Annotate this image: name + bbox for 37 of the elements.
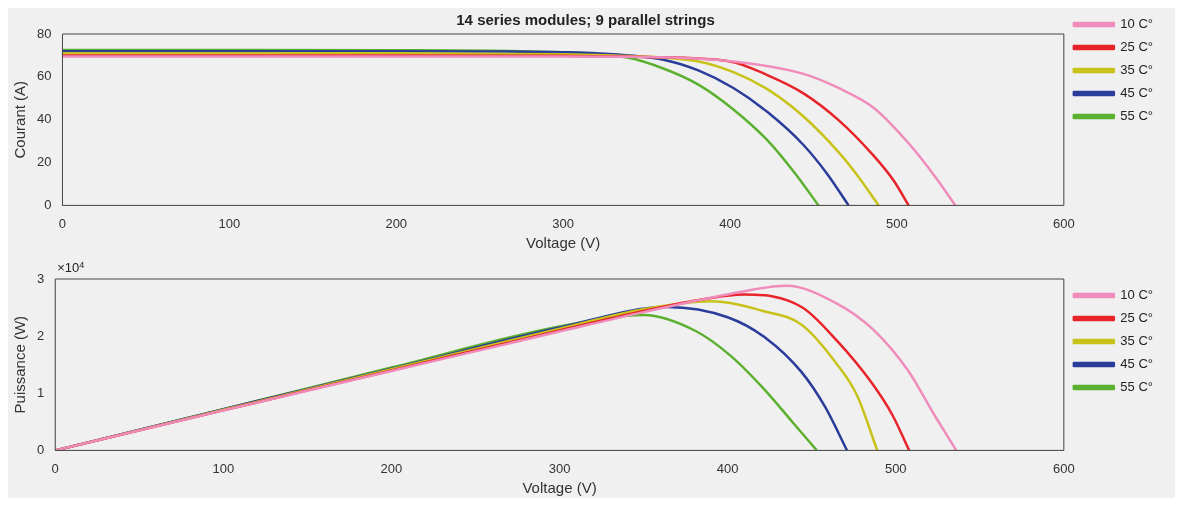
x-tick-label: 200 (385, 215, 408, 231)
x-tick-label: 400 (719, 215, 741, 231)
x-tick-label: 300 (548, 460, 571, 476)
x-axis-title: Voltage (V) (522, 479, 597, 497)
legend-label: 55 C° (1120, 379, 1154, 395)
y-tick-label: 40 (36, 111, 52, 127)
chart-title: 14 series modules; 9 parallel strings (456, 11, 715, 29)
y-tick-label: 60 (36, 68, 52, 84)
legend-label: 25 C° (1120, 310, 1154, 326)
legend-label: 10 C° (1120, 287, 1154, 303)
legend-label: 35 C° (1120, 62, 1154, 78)
y-axis-title: Courant (A) (11, 80, 29, 159)
y-tick-label: 3 (37, 270, 45, 286)
y-tick-label: 20 (36, 154, 52, 170)
legend-label: 10 C° (1120, 16, 1154, 32)
legend-label: 35 C° (1120, 333, 1154, 349)
x-tick-label: 100 (218, 215, 241, 231)
y-axis-title: Puissance (W) (11, 315, 29, 414)
x-tick-label: 400 (716, 460, 739, 476)
legend-label: 45 C° (1120, 85, 1154, 101)
x-tick-label: 500 (884, 460, 907, 476)
y-tick-label: 2 (37, 327, 45, 343)
y-tick-label: 0 (37, 441, 45, 457)
legend-label: 45 C° (1120, 356, 1154, 372)
x-tick-label: 200 (380, 460, 403, 476)
x-tick-label: 500 (886, 215, 908, 231)
x-tick-label: 600 (1052, 215, 1075, 231)
x-tick-label: 100 (212, 460, 235, 476)
y-tick-label: 1 (37, 384, 45, 400)
legend-label: 55 C° (1120, 108, 1154, 124)
x-tick-label: 600 (1052, 460, 1075, 476)
y-tick-label: 0 (44, 196, 52, 212)
y-tick-label: 80 (36, 25, 52, 41)
x-tick-label: 0 (58, 215, 67, 231)
legend-label: 25 C° (1120, 39, 1154, 55)
x-tick-label: 300 (552, 215, 574, 231)
x-axis-title: Voltage (V) (526, 234, 601, 252)
